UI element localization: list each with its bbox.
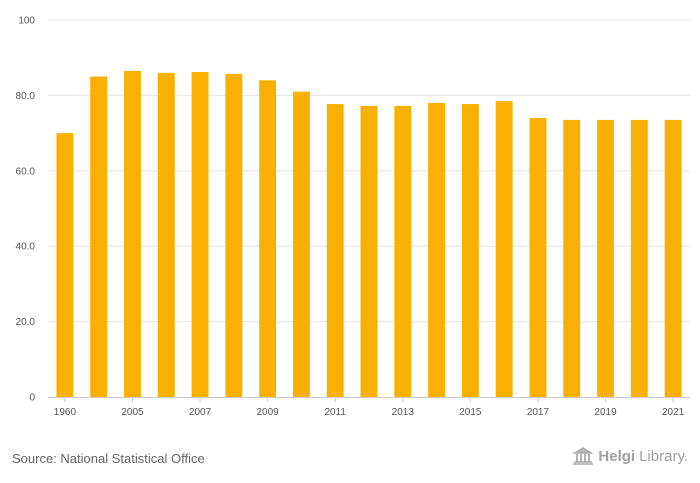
bar [495,101,513,398]
bar [157,72,175,397]
logo-text-light: Library. [639,447,688,465]
bar [597,119,614,397]
bar [630,119,648,397]
bar [259,80,277,397]
y-tick-label: 20.0 [16,317,36,328]
bar [360,105,378,398]
bar [529,118,547,398]
y-tick-label: 80.0 [16,91,36,102]
bar [428,102,446,397]
bar [56,133,74,397]
y-tick-label: 100 [18,16,35,27]
y-tick-label: 60.0 [16,166,36,177]
bar [90,76,108,398]
bar [461,104,479,398]
x-tick-label: 2017 [527,407,550,418]
x-tick-label: 2009 [257,407,280,418]
x-tick-label: 2021 [662,407,685,418]
y-tick-label: 40.0 [16,242,36,253]
bar [563,119,581,397]
x-tick-label: 1960 [54,407,77,418]
chart-footer: Source: National Statistical Office Helg… [0,444,700,483]
bar [664,119,682,397]
x-tick-label: 2013 [392,407,415,418]
source-text: Source: National Statistical Office [12,451,205,466]
library-building-icon [572,447,595,465]
bar [124,70,141,398]
bar [191,72,209,397]
x-tick-label: 2007 [189,407,212,418]
bar [292,91,310,397]
x-tick-label: 2005 [121,407,144,418]
y-tick-label: 0 [29,393,35,404]
bar [326,104,344,398]
logo-text-bold: Helgi [598,447,636,465]
x-tick-label: 2019 [594,407,617,418]
bar [225,73,243,397]
x-tick-label: 2011 [324,407,346,418]
bar [394,105,412,398]
helgi-library-logo[interactable]: Helgi Library. [572,447,688,465]
bar-chart: 0 20.0 40.0 60.0 80.0 100 1960 2005 2007 2009 2011… [16,16,690,418]
x-tick-label: 2015 [459,407,482,418]
